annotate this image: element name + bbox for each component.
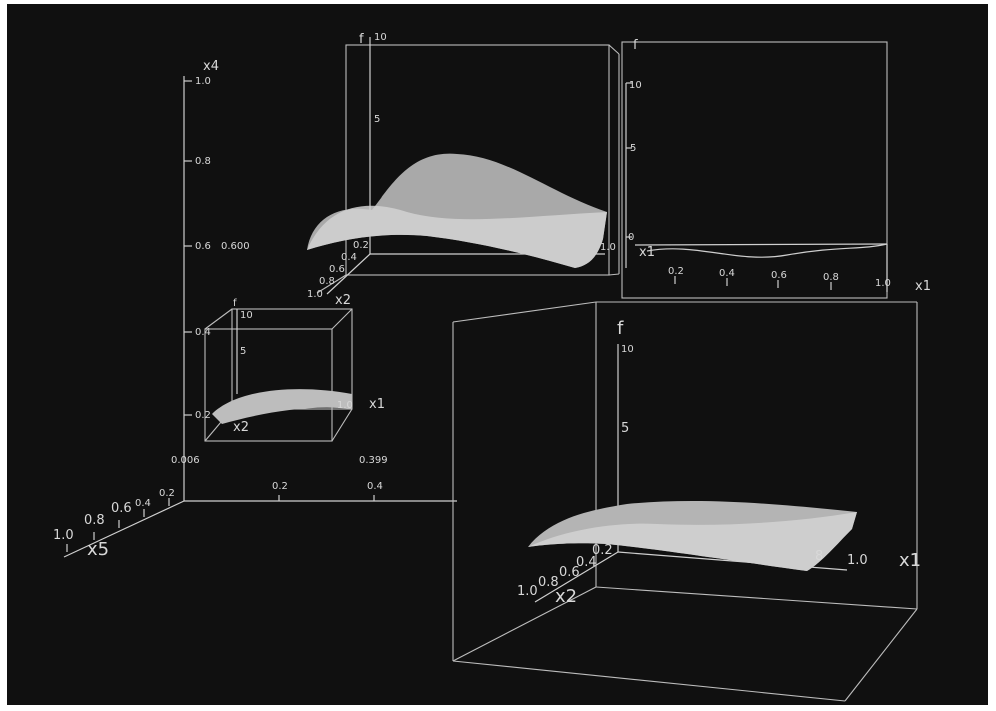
bottom-right-x2-tick: 1.0	[517, 584, 538, 599]
small-box-edge	[331, 408, 353, 442]
small-box-x1-tick: 1.0	[337, 400, 353, 411]
top-center-f-tick: 10	[374, 32, 387, 43]
bottom-right-box-edge	[452, 301, 597, 323]
small-box-f-tick: 5	[240, 346, 246, 357]
x5-axis	[63, 500, 185, 558]
bottom-right-f-tick: 10	[621, 344, 634, 355]
top-right-x1-tick: 0.2	[668, 266, 684, 277]
top-right-frame	[621, 41, 888, 299]
top-center-x2-tick: 0.8	[319, 276, 335, 287]
top-right-x1-axis	[634, 243, 888, 246]
top-center-f-label: f	[359, 32, 364, 47]
x5-tick-label: 0.6	[111, 501, 132, 516]
bottom-right-f-tick: 5	[621, 421, 629, 436]
x4-current-value: 0.600	[221, 241, 250, 252]
top-right-f-tick: 0	[628, 232, 634, 243]
top-center-box-edge	[608, 44, 620, 55]
top-right-x1-label: x1	[915, 279, 931, 294]
top-right-f-tick: 5	[630, 143, 636, 154]
top-center-box-edge	[608, 273, 620, 276]
small-box-panel: f 10 5 1.0 x1 x2	[204, 298, 385, 442]
bottom-right-box-edge	[452, 660, 846, 702]
bottom-right-x1-partial-tick: 8	[815, 549, 823, 564]
x5-tick-label: 0.8	[84, 513, 105, 528]
bottom-right-x1-tick: 1.0	[847, 553, 868, 568]
top-center-x2-tick: 0.4	[341, 252, 357, 263]
small-box-edge	[331, 308, 353, 330]
top-center-f-tick: 5	[374, 114, 380, 125]
bottom-right-x2-tick: 0.2	[592, 543, 613, 558]
small-box-x2-label: x2	[233, 420, 249, 435]
bottom-right-x2-tick: 0.8	[538, 575, 559, 590]
nested-axes-diagram: x4 1.0 0.8 0.6 0.4 0.2 0.600 0.2 0.4 0.3…	[53, 32, 931, 702]
small-box-f-label: f	[233, 298, 237, 309]
top-right-x1-tick: 0.8	[823, 272, 839, 283]
x5-axis-label: x5	[87, 539, 109, 560]
bottom-right-f-label: f	[617, 318, 624, 339]
bottom-right-box-edge	[844, 608, 918, 702]
top-center-panel: f 10 5 1.0 0.2 0.4 0.6 0.8 1.0 x2	[307, 32, 620, 308]
top-right-curve	[646, 243, 888, 258]
visualization-frame: x4 1.0 0.8 0.6 0.4 0.2 0.600 0.2 0.4 0.3…	[7, 4, 988, 705]
bottom-right-x2-tick: 0.4	[576, 555, 597, 570]
top-center-x2-axis	[326, 253, 371, 295]
top-center-box-back	[345, 44, 610, 276]
x3-tick-label: 0.4	[367, 481, 383, 492]
x4-axis-label: x4	[203, 59, 219, 74]
x5-tick-label: 0.4	[135, 498, 151, 509]
x4-tick-label: 0.6	[195, 241, 211, 252]
top-right-f-tick: 10	[629, 80, 642, 91]
small-box-f-tick: 10	[240, 310, 253, 321]
top-center-x2-tick: 1.0	[307, 289, 323, 300]
top-right-x1-inner-label: x1	[639, 245, 655, 260]
x3-current-value: 0.399	[359, 455, 388, 466]
top-center-x1-tick: 1.0	[600, 242, 616, 253]
top-right-f-label: f	[633, 38, 638, 53]
top-center-x2-tick: 0.6	[329, 264, 345, 275]
bottom-right-x2-axis	[534, 551, 619, 603]
bottom-right-surface-highlight	[528, 512, 857, 571]
bottom-right-x2-label: x2	[555, 586, 577, 607]
x4-tick-label: 1.0	[195, 76, 211, 87]
small-box-edge	[204, 308, 233, 330]
x3-tick-label: 0.2	[272, 481, 288, 492]
bottom-right-box-edge	[452, 586, 597, 662]
top-right-x1-tick: 0.4	[719, 268, 735, 279]
x5-tick-label: 0.2	[159, 488, 175, 499]
top-right-panel: f 10 5 0 x1 0.2 0.4 0.6 0.8 1.0 x1	[621, 38, 931, 299]
bottom-right-x1-label: x1	[899, 550, 921, 571]
bottom-right-panel: f 10 5 8 1.0 x1 0.2 0.4 0.6 0.8 1.0 x2	[452, 301, 921, 702]
top-right-x1-tick: 0.6	[771, 270, 787, 281]
small-box-front	[204, 328, 333, 442]
x4-tick-label: 0.2	[195, 410, 211, 421]
bottom-right-box-edge	[595, 586, 918, 610]
small-box-surface	[212, 389, 352, 424]
x5-tick-label: 1.0	[53, 528, 74, 543]
x4-tick-label: 0.8	[195, 156, 211, 167]
top-center-box-edge	[316, 274, 347, 294]
bottom-right-x2-tick: 0.6	[559, 565, 580, 580]
top-right-x1-tick: 1.0	[875, 278, 891, 289]
top-center-x2-label: x2	[335, 293, 351, 308]
small-box-x1-label: x1	[369, 397, 385, 412]
top-center-surface-highlight	[307, 205, 607, 268]
origin-value: 0.006	[171, 455, 200, 466]
x4-tick-label: 0.4	[195, 327, 211, 338]
top-center-x2-tick: 0.2	[353, 240, 369, 251]
main-axes: x4 1.0 0.8 0.6 0.4 0.2 0.600 0.2 0.4 0.3…	[53, 59, 457, 560]
